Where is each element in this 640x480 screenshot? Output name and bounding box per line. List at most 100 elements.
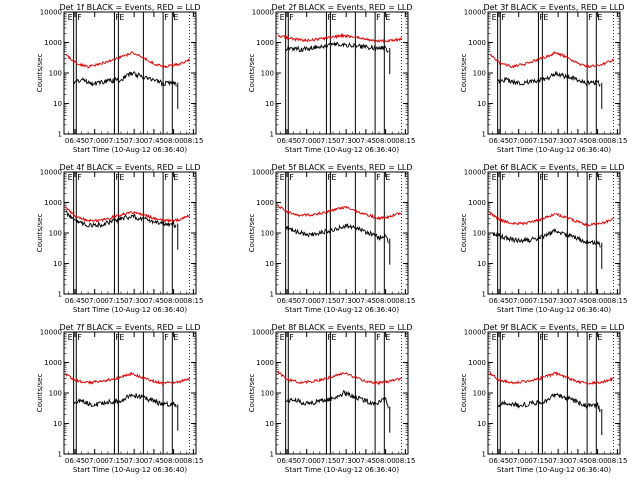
x-tick-label: 08:15: [607, 137, 627, 145]
x-tick-label: 07:30: [548, 137, 568, 145]
panel-det-8: Det 8f BLACK = Events, RED = LLD 1 10 100 10…: [248, 323, 415, 474]
y-tick-label: 10000: [464, 329, 486, 337]
series-lld-line: [489, 211, 614, 227]
panel-title: Det 5f BLACK = Events, RED = LLD: [271, 163, 412, 172]
x-tick-label: 08:00: [164, 457, 184, 465]
marker-label: F: [164, 173, 169, 182]
x-tick-label: 08:00: [376, 457, 396, 465]
marker-label: E: [597, 13, 602, 22]
y-tick-label: 10000: [252, 169, 274, 177]
x-tick-label: 08:15: [183, 137, 203, 145]
x-tick-label: 07:15: [104, 137, 124, 145]
y-tick-label: 10: [53, 100, 62, 108]
x-tick-label: 08:00: [164, 137, 184, 145]
y-tick-label: 10000: [464, 9, 486, 17]
x-tick-label: 07:00: [509, 297, 529, 305]
series-lld-line: [277, 370, 402, 386]
marker-label: F: [588, 13, 593, 22]
x-axis-label: Start Time (10-Aug-12 06:36:40): [497, 306, 611, 314]
y-tick-label: 1000: [44, 39, 62, 47]
series-events-line: [285, 223, 389, 244]
marker-label: F: [501, 13, 506, 22]
x-axis-label: Start Time (10-Aug-12 06:36:40): [285, 306, 399, 314]
marker-label: E: [331, 13, 336, 22]
marker-label: F: [77, 333, 82, 342]
marker-label: E: [68, 333, 73, 342]
marker-label: E: [492, 333, 497, 342]
x-tick-label: 07:30: [336, 137, 356, 145]
x-tick-label: 08:00: [376, 297, 396, 305]
marker-label: F: [376, 13, 381, 22]
y-tick-label: 1: [482, 131, 486, 139]
x-tick-label: 06:45: [489, 137, 509, 145]
x-tick-label: 07:00: [509, 457, 529, 465]
panel-det-2: Det 2f BLACK = Events, RED = LLD 1 10 100 10…: [248, 3, 415, 154]
x-tick-label: 06:45: [277, 457, 297, 465]
marker-label: E: [280, 333, 285, 342]
marker-label: F: [376, 333, 381, 342]
y-tick-label: 1: [58, 131, 62, 139]
marker-label: F: [77, 13, 82, 22]
y-tick-label: 100: [261, 230, 274, 238]
panel-title: Det 3f BLACK = Events, RED = LLD: [483, 3, 624, 12]
x-tick-label: 08:15: [395, 297, 415, 305]
x-tick-label: 07:30: [124, 457, 144, 465]
y-axis-label: Counts/sec: [36, 374, 44, 413]
x-tick-label: 07:15: [316, 297, 336, 305]
x-axis-label: Start Time (10-Aug-12 06:36:40): [497, 466, 611, 474]
marker-label: E: [385, 333, 390, 342]
series-lld-line: [489, 371, 614, 385]
y-tick-label: 100: [261, 390, 274, 398]
marker-label: F: [289, 333, 294, 342]
y-tick-label: 1: [482, 451, 486, 459]
x-tick-label: 06:45: [65, 457, 85, 465]
y-tick-label: 1: [58, 291, 62, 299]
x-tick-label: 06:45: [277, 297, 297, 305]
y-tick-label: 1: [270, 291, 274, 299]
x-axis-label: Start Time (10-Aug-12 06:36:40): [285, 146, 399, 154]
marker-label: E: [280, 13, 285, 22]
y-axis-label: Counts/sec: [248, 214, 256, 253]
x-tick-label: 06:45: [277, 137, 297, 145]
y-tick-label: 100: [473, 70, 486, 78]
marker-label: E: [492, 13, 497, 22]
marker-label: F: [588, 173, 593, 182]
y-tick-label: 100: [473, 230, 486, 238]
marker-label: E: [119, 13, 124, 22]
y-tick-label: 1: [270, 451, 274, 459]
x-tick-label: 07:15: [528, 137, 548, 145]
x-tick-label: 07:30: [124, 137, 144, 145]
y-tick-label: 10000: [252, 9, 274, 17]
y-axis-label: Counts/sec: [460, 374, 468, 413]
x-tick-label: 07:15: [104, 457, 124, 465]
y-tick-label: 1: [58, 451, 62, 459]
y-tick-label: 10000: [252, 329, 274, 337]
x-tick-label: 08:00: [588, 297, 608, 305]
panel-det-4: Det 4f BLACK = Events, RED = LLD 1 10 100 10…: [36, 163, 203, 314]
x-tick-label: 07:45: [144, 137, 164, 145]
x-tick-label: 07:45: [356, 297, 376, 305]
marker-label: E: [119, 173, 124, 182]
x-tick-label: 07:15: [316, 457, 336, 465]
x-tick-label: 07:00: [85, 297, 105, 305]
x-axis-label: Start Time (10-Aug-12 06:36:40): [73, 466, 187, 474]
x-tick-label: 07:45: [568, 297, 588, 305]
x-tick-label: 07:30: [336, 457, 356, 465]
y-tick-label: 1: [270, 131, 274, 139]
x-tick-label: 07:00: [297, 457, 317, 465]
y-tick-label: 100: [49, 230, 62, 238]
series-events-line: [497, 392, 601, 412]
panel-title: Det 6f BLACK = Events, RED = LLD: [483, 163, 624, 172]
x-axis-label: Start Time (10-Aug-12 06:36:40): [497, 146, 611, 154]
series-events-line: [285, 390, 389, 409]
y-tick-label: 1000: [256, 199, 274, 207]
marker-label: E: [173, 173, 178, 182]
series-events-line: [285, 41, 389, 53]
marker-label: E: [68, 173, 73, 182]
panel-title: Det 2f BLACK = Events, RED = LLD: [271, 3, 412, 12]
x-tick-label: 08:15: [395, 457, 415, 465]
x-tick-label: 07:00: [297, 137, 317, 145]
y-tick-label: 10: [477, 100, 486, 108]
marker-label: E: [173, 333, 178, 342]
marker-label: E: [331, 173, 336, 182]
